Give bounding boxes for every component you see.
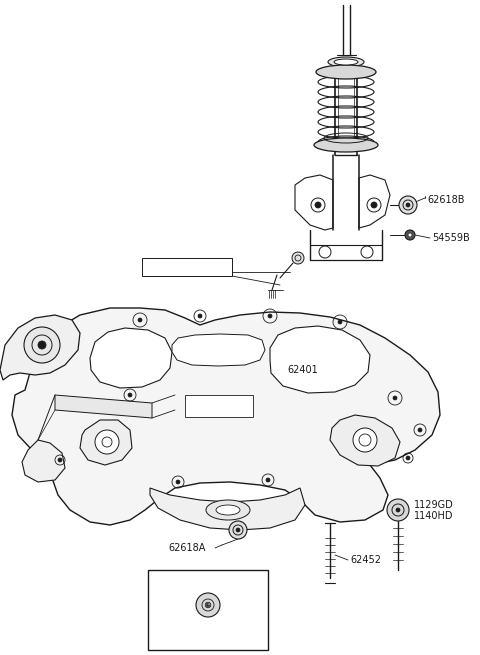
Circle shape (206, 605, 209, 608)
Circle shape (396, 508, 400, 512)
Circle shape (58, 458, 62, 462)
Circle shape (208, 603, 211, 607)
Polygon shape (12, 308, 440, 525)
Circle shape (405, 230, 415, 240)
Text: 62618A: 62618A (168, 543, 205, 553)
Bar (148, 570, 268, 650)
Polygon shape (172, 334, 265, 366)
Text: 62401: 62401 (287, 365, 318, 375)
Text: 62618B: 62618B (427, 195, 465, 205)
Circle shape (207, 605, 210, 608)
Circle shape (206, 602, 209, 605)
Circle shape (196, 593, 220, 617)
Circle shape (207, 602, 210, 605)
Circle shape (128, 393, 132, 397)
Bar (185, 395, 253, 417)
Circle shape (353, 428, 377, 452)
Ellipse shape (206, 500, 250, 520)
Bar (142, 258, 232, 276)
Circle shape (236, 528, 240, 532)
Circle shape (268, 314, 272, 318)
Circle shape (406, 203, 410, 207)
Circle shape (205, 603, 208, 606)
Text: 1129GD: 1129GD (414, 500, 454, 510)
Circle shape (266, 478, 270, 482)
Polygon shape (55, 395, 152, 418)
Circle shape (292, 252, 304, 264)
Circle shape (315, 202, 321, 208)
Circle shape (399, 196, 417, 214)
Text: REF.54-546: REF.54-546 (154, 262, 220, 272)
Ellipse shape (314, 138, 378, 152)
Circle shape (198, 314, 202, 318)
Text: 54559B: 54559B (432, 233, 470, 243)
Circle shape (38, 341, 46, 349)
Circle shape (205, 604, 208, 607)
Polygon shape (0, 315, 80, 380)
Circle shape (338, 320, 342, 324)
Circle shape (24, 327, 60, 363)
Circle shape (138, 318, 142, 322)
Text: 1125DG: 1125DG (187, 576, 229, 586)
Circle shape (206, 605, 209, 608)
Polygon shape (80, 420, 132, 465)
Circle shape (176, 480, 180, 484)
Text: 1140HD: 1140HD (414, 511, 454, 521)
Ellipse shape (216, 505, 240, 515)
Circle shape (406, 456, 410, 460)
Circle shape (408, 233, 412, 237)
Circle shape (205, 603, 208, 607)
Circle shape (387, 499, 409, 521)
Ellipse shape (316, 65, 376, 79)
Polygon shape (90, 328, 172, 388)
Circle shape (418, 428, 422, 432)
Circle shape (208, 604, 211, 607)
Text: 62452: 62452 (350, 555, 381, 565)
Circle shape (206, 602, 209, 605)
Ellipse shape (328, 57, 364, 67)
Polygon shape (22, 440, 65, 482)
Circle shape (229, 521, 247, 539)
Polygon shape (270, 326, 370, 393)
Polygon shape (330, 415, 400, 466)
Circle shape (393, 396, 397, 400)
Circle shape (95, 430, 119, 454)
Circle shape (208, 603, 211, 606)
Ellipse shape (334, 59, 358, 65)
Circle shape (371, 202, 377, 208)
Polygon shape (150, 488, 305, 530)
